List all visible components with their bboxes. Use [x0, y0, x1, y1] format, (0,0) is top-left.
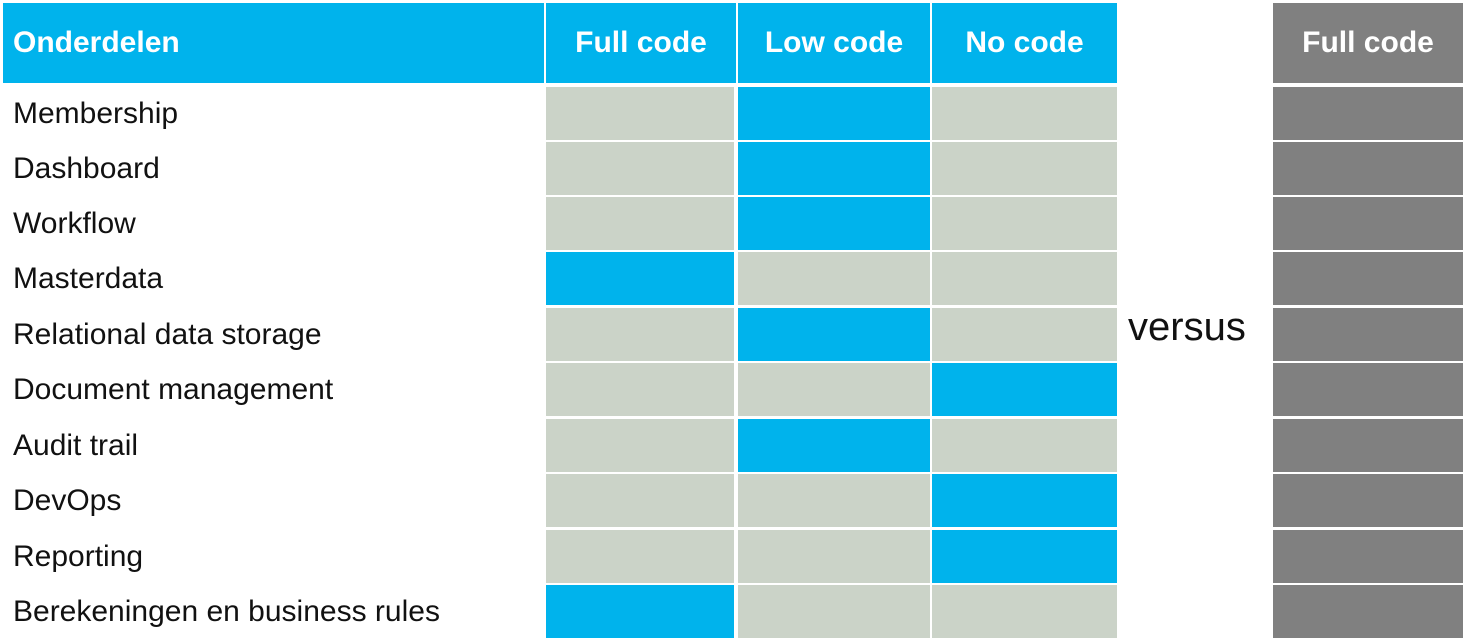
table-row: Masterdata: [3, 252, 1117, 305]
header-no-code: No code: [930, 3, 1117, 83]
cell-no-code: [932, 308, 1117, 361]
right-cell: [1273, 585, 1463, 638]
table-row: Audit trail: [3, 419, 1117, 472]
table-row: Dashboard: [3, 142, 1117, 195]
right-cell: [1273, 87, 1463, 140]
cell-full-code: [546, 142, 734, 195]
table-row: Reporting: [3, 530, 1117, 583]
right-cell: [1273, 252, 1463, 305]
cell-full-code: [546, 530, 734, 583]
cell-no-code: [932, 474, 1117, 527]
right-cell: [1273, 530, 1463, 583]
cell-low-code: [738, 87, 930, 140]
right-cell: [1273, 419, 1463, 472]
cell-full-code: [546, 419, 734, 472]
table-row: Document management: [3, 363, 1117, 416]
table-row: DevOps: [3, 474, 1117, 527]
cell-low-code: [738, 419, 930, 472]
row-label: Document management: [13, 372, 334, 406]
right-cell: [1273, 142, 1463, 195]
table-row: Relational data storage: [3, 308, 1117, 361]
cell-low-code: [738, 197, 930, 250]
cell-low-code: [738, 530, 930, 583]
right-cell: [1273, 363, 1463, 416]
right-cell: [1273, 308, 1463, 361]
row-label: Reporting: [13, 539, 144, 573]
right-cell: [1273, 474, 1463, 527]
cell-full-code: [546, 474, 734, 527]
versus-label: versus: [1128, 305, 1246, 349]
comparison-table: Onderdelen Full code Low code No code Me…: [3, 3, 1117, 639]
row-label: Membership: [13, 96, 179, 130]
cell-full-code: [546, 197, 734, 250]
cell-full-code: [546, 363, 734, 416]
cell-no-code: [932, 419, 1117, 472]
header-low-code: Low code: [736, 3, 930, 83]
cell-no-code: [932, 142, 1117, 195]
cell-low-code: [738, 308, 930, 361]
cell-no-code: [932, 585, 1117, 638]
cell-full-code: [546, 585, 734, 638]
row-label: Audit trail: [13, 428, 139, 462]
cell-no-code: [932, 252, 1117, 305]
right-header: Full code: [1273, 3, 1463, 83]
row-label: DevOps: [13, 483, 122, 517]
table-header: Onderdelen Full code Low code No code: [3, 3, 1117, 83]
cell-full-code: [546, 252, 734, 305]
cell-low-code: [738, 252, 930, 305]
cell-low-code: [738, 474, 930, 527]
full-code-column: Full code: [1273, 3, 1463, 639]
table-row: Berekeningen en business rules: [3, 585, 1117, 638]
table-row: Membership: [3, 87, 1117, 140]
cell-full-code: [546, 308, 734, 361]
cell-low-code: [738, 363, 930, 416]
row-label: Berekeningen en business rules: [13, 594, 440, 628]
row-label: Workflow: [13, 206, 136, 240]
cell-low-code: [738, 142, 930, 195]
table-row: Workflow: [3, 197, 1117, 250]
header-full-code: Full code: [544, 3, 736, 83]
cell-full-code: [546, 87, 734, 140]
cell-low-code: [738, 585, 930, 638]
cell-no-code: [932, 530, 1117, 583]
cell-no-code: [932, 197, 1117, 250]
right-cell: [1273, 197, 1463, 250]
row-label: Dashboard: [13, 151, 160, 185]
row-label: Masterdata: [13, 261, 164, 295]
cell-no-code: [932, 87, 1117, 140]
header-component: Onderdelen: [13, 26, 180, 59]
row-label: Relational data storage: [13, 317, 322, 351]
cell-no-code: [932, 363, 1117, 416]
